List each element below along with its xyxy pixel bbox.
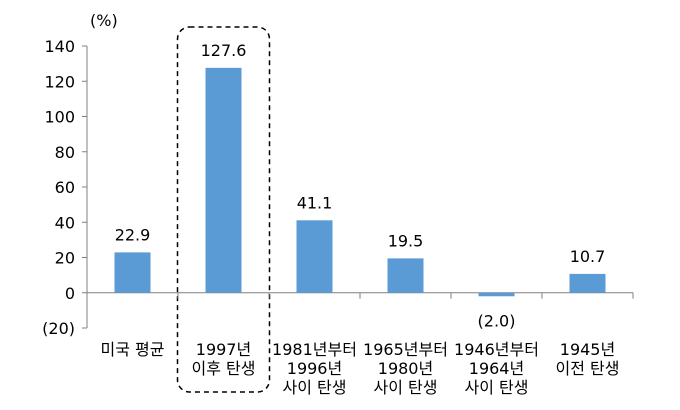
bar — [205, 67, 242, 293]
data-label: 10.7 — [570, 247, 606, 266]
y-axis-unit-label: (%) — [90, 11, 118, 30]
data-label: 19.5 — [388, 231, 424, 250]
x-category-label: 미국 평균 — [101, 340, 165, 359]
x-category-label: 1946년부터 1964년 사이 탄생 — [454, 340, 539, 397]
data-label: 41.1 — [297, 193, 333, 212]
bar — [387, 258, 424, 293]
y-tick-label: (20) — [42, 319, 75, 338]
y-tick-label: 140 — [44, 37, 75, 56]
y-tick-label: 40 — [55, 213, 75, 232]
y-tick-label: 0 — [65, 284, 75, 303]
x-category-label: 1997년 이후 탄생 — [192, 340, 256, 378]
y-tick-label: 100 — [44, 108, 75, 127]
y-tick-label: 20 — [55, 249, 75, 268]
y-tick-label: 120 — [44, 72, 75, 91]
bar — [114, 252, 151, 293]
data-label: (2.0) — [478, 311, 516, 330]
highlight-box — [176, 26, 271, 393]
data-label: 127.6 — [201, 41, 247, 60]
bar — [478, 292, 515, 297]
data-label: 22.9 — [115, 225, 151, 244]
y-tick-label: 80 — [55, 143, 75, 162]
x-category-label: 1945년 이전 탄생 — [556, 340, 620, 378]
bar — [296, 220, 333, 293]
y-tick-label: 60 — [55, 178, 75, 197]
bar — [569, 273, 606, 293]
x-category-label: 1965년부터 1980년 사이 탄생 — [363, 340, 448, 397]
x-category-label: 1981년부터 1996년 사이 탄생 — [272, 340, 357, 397]
